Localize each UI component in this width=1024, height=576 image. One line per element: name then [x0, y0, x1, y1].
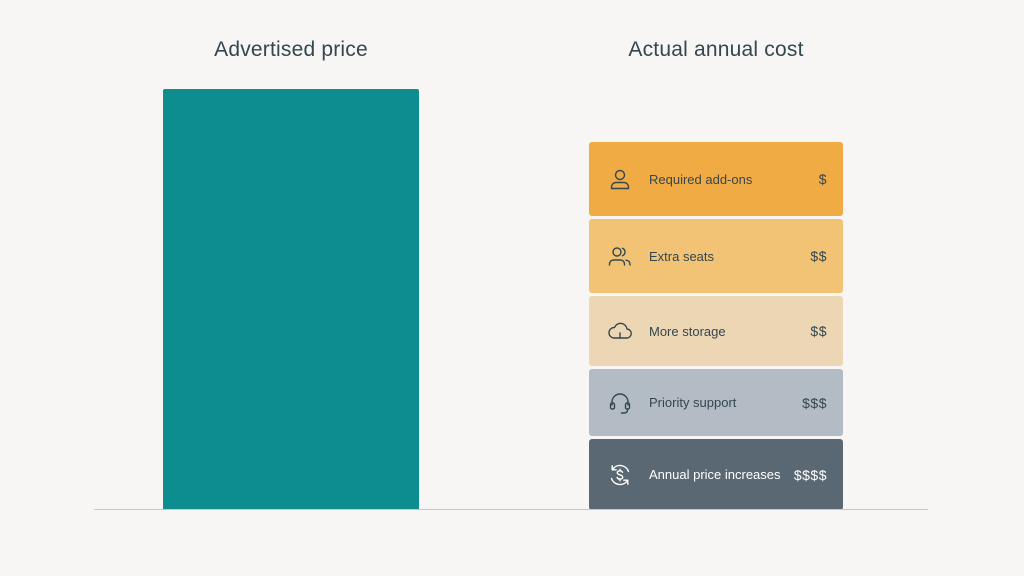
segment-label: Extra seats: [649, 248, 715, 264]
segment-annual-price-increases: Annual price increases $$$$: [589, 439, 843, 510]
user-icon: [607, 166, 633, 192]
advertised-price-title: Advertised price: [214, 38, 368, 61]
advertised-price-bar: [163, 89, 419, 510]
users-icon: [607, 243, 633, 269]
baseline: [94, 509, 928, 510]
segment-amount: $$: [810, 248, 827, 264]
segment-required-add-ons: Required add-ons $: [589, 142, 843, 216]
segment-amount: $$: [810, 323, 827, 339]
segment-label: Required add-ons: [649, 171, 753, 187]
headset-icon: [607, 390, 633, 416]
segment-extra-seats: Extra seats $$: [589, 219, 843, 293]
dollar-refresh-icon: [607, 462, 633, 488]
segment-label: Annual price increases: [649, 467, 781, 482]
cloud-icon: [607, 318, 633, 344]
segment-amount: $$$$: [793, 466, 827, 483]
segment-amount: $$$: [802, 394, 827, 411]
segment-amount: $: [818, 171, 827, 187]
actual-annual-cost-title: Actual annual cost: [628, 38, 804, 61]
segment-label: Priority support: [649, 395, 737, 410]
segment-label: More storage: [649, 323, 726, 339]
segment-more-storage: More storage $$: [589, 296, 843, 366]
segment-priority-support: Priority support $$$: [589, 369, 843, 436]
